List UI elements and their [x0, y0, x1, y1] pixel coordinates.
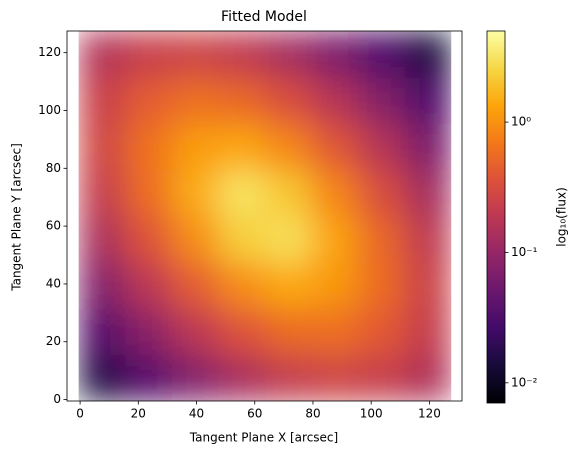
- heatmap-cell: [218, 216, 266, 263]
- heatmap-cell: [78, 123, 126, 171]
- heatmap-cell: [78, 354, 126, 401]
- heatmap-cell: [264, 354, 313, 401]
- colorbar-tick-label: 10⁻¹: [511, 245, 538, 259]
- heatmap-cell: [311, 31, 359, 78]
- y-tick-label: 60: [46, 219, 61, 233]
- y-tick-label: 80: [46, 161, 61, 175]
- x-tick-label: 100: [360, 407, 383, 421]
- chart-title: Fitted Model: [221, 9, 307, 25]
- heatmap-cell: [218, 308, 266, 356]
- colorbar-tick-label: 10⁰: [511, 115, 531, 129]
- heatmap-cell: [171, 169, 219, 217]
- heatmap-cell: [218, 31, 266, 78]
- heatmap-cell: [311, 308, 359, 356]
- heatmap-cell: [404, 169, 452, 217]
- heatmap-cell: [218, 77, 266, 124]
- heatmap-cell: [218, 123, 266, 171]
- heatmap-cell: [264, 123, 313, 171]
- heatmap-cell: [171, 77, 219, 124]
- heatmap-cell: [311, 262, 359, 309]
- heatmap-cell: [311, 123, 359, 171]
- heatmap-cell: [358, 216, 406, 263]
- heatmap-cell: [404, 354, 452, 401]
- heatmap-cell: [404, 216, 452, 263]
- plot-frame: [66, 30, 463, 402]
- heatmap-cell: [125, 123, 173, 171]
- heatmap-cell: [404, 77, 452, 124]
- heatmap-cell: [264, 77, 313, 124]
- heatmap-cell: [311, 354, 359, 401]
- colorbar-tick-label: 10⁻²: [511, 375, 538, 389]
- heatmap-cell: [171, 123, 219, 171]
- x-tick-label: 0: [76, 407, 84, 421]
- heatmap: [78, 31, 452, 401]
- heatmap-cell: [264, 31, 313, 78]
- heatmap-cell: [171, 308, 219, 356]
- heatmap-cell: [218, 169, 266, 217]
- heatmap-cell: [404, 123, 452, 171]
- heatmap-cell: [125, 308, 173, 356]
- heatmap-cell: [78, 308, 126, 356]
- heatmap-cell: [171, 262, 219, 309]
- heatmap-cell: [264, 169, 313, 217]
- heatmap-cell: [358, 262, 406, 309]
- heatmap-cell: [125, 31, 173, 78]
- heatmap-cell: [358, 31, 406, 78]
- heatmap-cell: [78, 262, 126, 309]
- heatmap-cell: [264, 308, 313, 356]
- heatmap-cell: [171, 31, 219, 78]
- y-axis-label: Tangent Plane Y [arcsec]: [10, 143, 24, 292]
- heatmap-cell: [404, 31, 452, 78]
- heatmap-cell: [218, 354, 266, 401]
- heatmap-cell: [404, 262, 452, 309]
- x-tick-label: 20: [131, 407, 146, 421]
- heatmap-cell: [404, 308, 452, 356]
- heatmap-cell: [125, 169, 173, 217]
- x-tick-label: 40: [189, 407, 204, 421]
- heatmap-cell: [125, 216, 173, 263]
- heatmap-cell: [311, 216, 359, 263]
- heatmap-cell: [264, 262, 313, 309]
- colorbar: [486, 30, 506, 404]
- heatmap-cell: [125, 262, 173, 309]
- y-tick-label: 40: [46, 276, 61, 290]
- heatmap-cell: [358, 354, 406, 401]
- x-axis-label: Tangent Plane X [arcsec]: [189, 431, 338, 445]
- y-tick-label: 20: [46, 334, 61, 348]
- colorbar-label: log₁₀(flux): [555, 187, 569, 247]
- heatmap-cell: [171, 216, 219, 263]
- heatmap-cell: [78, 169, 126, 217]
- y-tick-label: 120: [38, 45, 61, 59]
- heatmap-cells: [78, 31, 452, 401]
- heatmap-cell: [125, 77, 173, 124]
- heatmap-cell: [358, 77, 406, 124]
- heatmap-cell: [125, 354, 173, 401]
- x-tick-label: 60: [247, 407, 262, 421]
- heatmap-cell: [78, 31, 126, 78]
- x-tick-label: 80: [305, 407, 320, 421]
- heatmap-cell: [311, 169, 359, 217]
- heatmap-cell: [78, 77, 126, 124]
- heatmap-cell: [78, 216, 126, 263]
- x-tick-label: 120: [418, 407, 441, 421]
- heatmap-cell: [311, 77, 359, 124]
- heatmap-cell: [358, 169, 406, 217]
- heatmap-cell: [358, 308, 406, 356]
- heatmap-cell: [358, 123, 406, 171]
- y-tick-label: 100: [38, 103, 61, 117]
- y-tick-label: 0: [53, 392, 61, 406]
- heatmap-cell: [264, 216, 313, 263]
- heatmap-cell: [218, 262, 266, 309]
- heatmap-cell: [171, 354, 219, 401]
